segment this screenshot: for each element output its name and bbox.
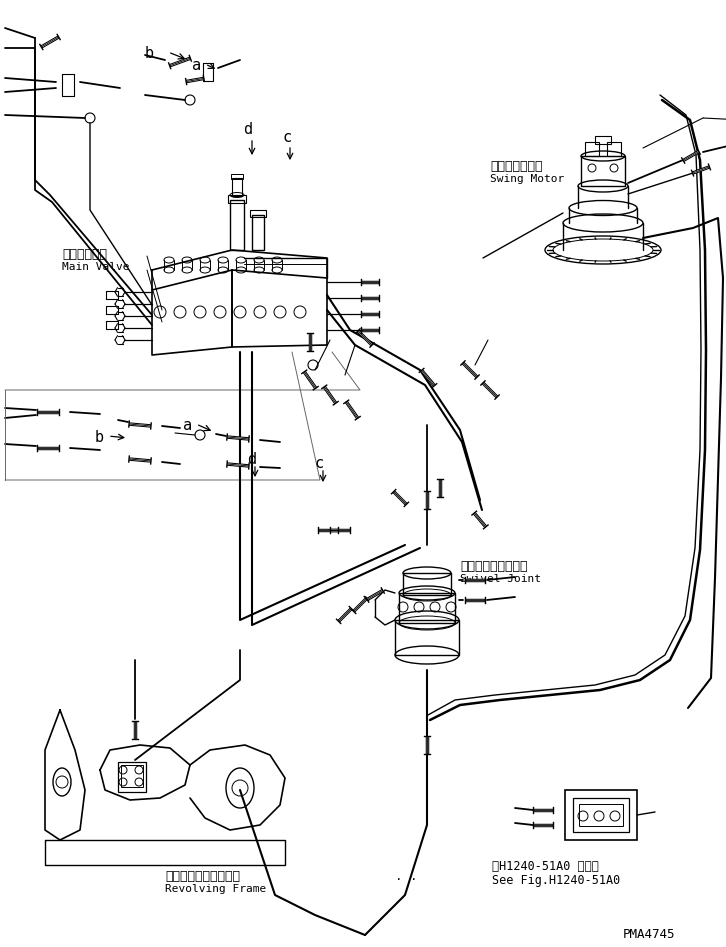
Bar [403,573,451,595]
Bar [118,762,146,792]
Bar [121,765,143,787]
Bar [565,790,637,840]
Text: Swing Motor: Swing Motor [490,174,564,184]
Bar [579,804,623,826]
Text: a: a [192,58,201,73]
Text: PMA4745: PMA4745 [623,928,675,941]
Text: d: d [243,122,252,137]
Text: メインバルブ: メインバルブ [62,248,107,261]
Bar [581,156,625,186]
Text: 第H1240-51A0 図参照: 第H1240-51A0 図参照 [492,860,599,873]
Text: . .: . . [395,870,417,883]
Bar [607,142,621,156]
Bar [250,210,266,217]
Text: c: c [315,456,324,471]
Text: d: d [247,452,256,467]
Bar [595,136,611,144]
Bar [232,178,242,196]
Bar [395,620,459,655]
Bar [228,195,246,203]
Text: b: b [145,46,154,61]
Text: b: b [95,430,104,445]
Bar [573,798,629,832]
Text: Main Valve: Main Valve [62,262,129,272]
Text: Revolving Frame: Revolving Frame [165,884,266,894]
Bar [252,215,264,250]
Bar [585,142,599,156]
Bar [231,174,243,179]
Bar [230,200,244,250]
Text: a: a [183,418,192,433]
Text: スイングモータ: スイングモータ [490,160,542,173]
Text: スイベルジョイント: スイベルジョイント [460,560,528,573]
Text: c: c [282,130,291,145]
Text: レボルビングフレーム: レボルビングフレーム [165,870,240,883]
Text: See Fig.H1240-51A0: See Fig.H1240-51A0 [492,874,620,887]
Text: Swivel Joint: Swivel Joint [460,574,541,584]
Bar [399,593,455,623]
